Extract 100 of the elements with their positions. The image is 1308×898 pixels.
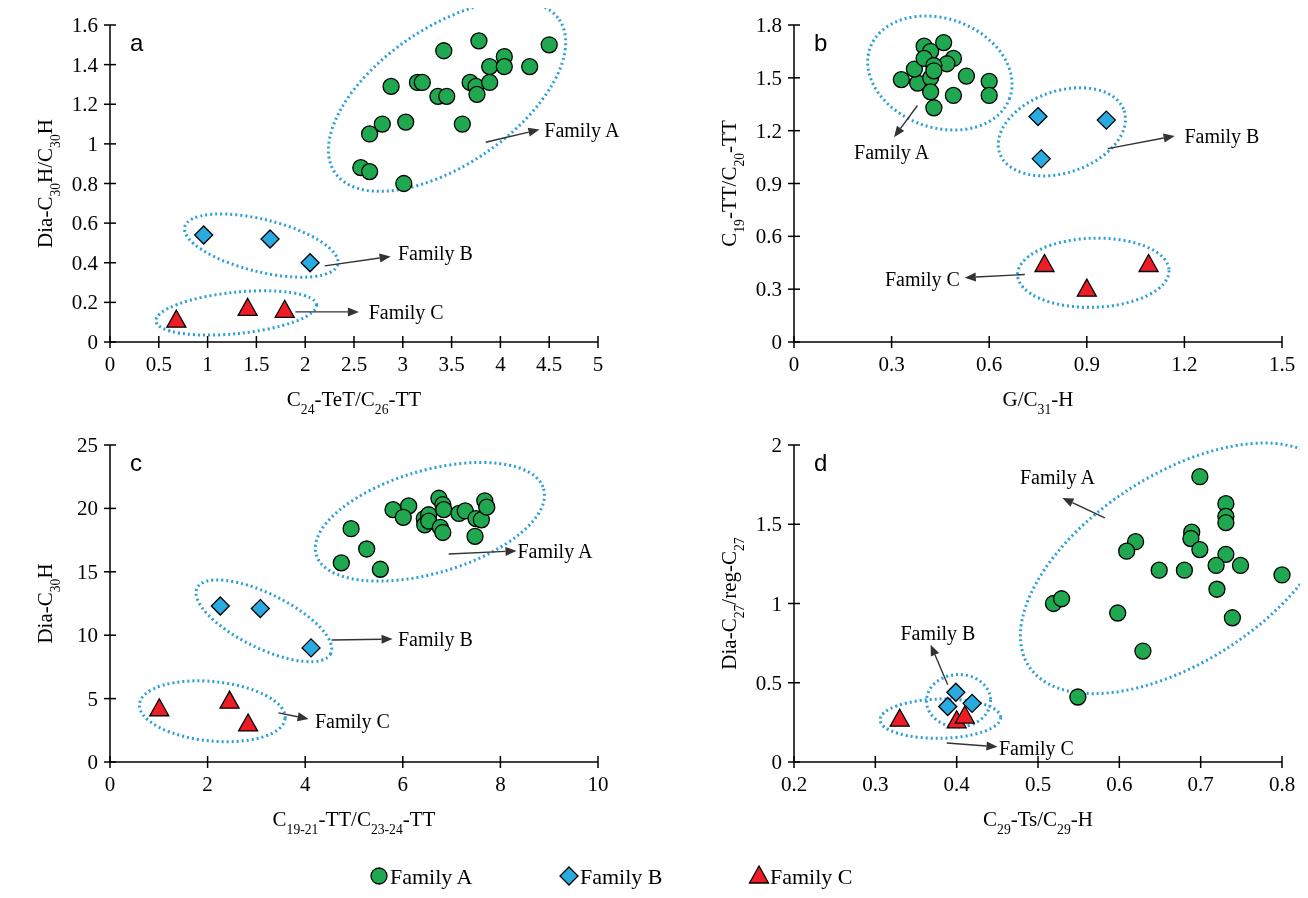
point — [954, 705, 975, 724]
point — [1109, 604, 1127, 622]
point — [1191, 540, 1209, 559]
point — [889, 708, 910, 727]
y-tick-label: 0.2 — [71, 290, 98, 315]
y-tick-label: 25 — [77, 433, 98, 457]
point — [495, 57, 513, 76]
x-tick-label: 4.5 — [536, 352, 563, 376]
series-label: Family A — [517, 539, 594, 563]
y-tick-label: 15 — [77, 559, 98, 584]
annotation: Family B — [1184, 124, 1260, 148]
x-tick-label: 4 — [495, 352, 507, 376]
x-tick-label: 1.2 — [1171, 352, 1198, 376]
point — [1028, 106, 1048, 127]
point — [360, 125, 379, 143]
x-axis-title: C$_{19-21}$-TT/C$_{23-24}$-TT — [272, 807, 436, 837]
point — [394, 508, 412, 526]
x-tick-label: 0 — [104, 352, 116, 376]
point — [371, 560, 389, 578]
y-tick-label: 1.5 — [755, 512, 782, 537]
x-tick-label: 0.8 — [1268, 772, 1296, 796]
legend-label: Family B — [580, 864, 663, 889]
y-tick-label: 0.3 — [755, 277, 782, 302]
point — [250, 598, 270, 619]
point — [210, 596, 230, 616]
x-tick-label: 0.6 — [976, 352, 1003, 376]
x-tick-label: 1.5 — [1268, 352, 1296, 376]
point — [194, 225, 214, 245]
y-tick-label: 0.9 — [755, 171, 782, 196]
y-tick-label: 0.6 — [755, 224, 782, 249]
point — [1031, 149, 1051, 169]
x-tick-label: 4 — [299, 772, 311, 796]
series-label: Family C — [998, 736, 1074, 760]
x-tick-label: 3 — [397, 352, 409, 376]
y-tick-label: 0.5 — [755, 670, 782, 695]
x-axis-title: C$_{29}$-Ts/C$_{29}$-H — [983, 807, 1093, 837]
point — [938, 696, 958, 717]
point — [892, 70, 911, 89]
legend-label: Family C — [770, 864, 853, 889]
point — [925, 62, 943, 80]
text: Family C — [368, 300, 444, 323]
text: Family A — [1020, 465, 1096, 489]
x-tick-label: 2.5 — [340, 352, 368, 376]
point — [1150, 561, 1168, 579]
point — [935, 33, 953, 52]
text: Family B — [397, 628, 473, 651]
x-tick-label: 2 — [202, 772, 213, 796]
point — [382, 77, 400, 96]
y-tick-label: 0.4 — [71, 250, 99, 275]
point — [481, 73, 499, 92]
point — [149, 698, 170, 717]
point — [466, 527, 484, 545]
x-tick-label: 0.4 — [943, 772, 971, 796]
point — [1182, 529, 1200, 548]
point — [274, 299, 295, 318]
point — [1231, 556, 1250, 575]
y-tick-label: 20 — [77, 496, 98, 521]
x-tick-label: 5 — [592, 352, 604, 376]
x-tick-label: 0 — [104, 772, 116, 796]
y-tick-label: 1.4 — [71, 52, 99, 77]
point — [397, 113, 415, 131]
point — [438, 87, 456, 105]
point — [435, 42, 453, 60]
point — [1223, 609, 1242, 627]
y-tick-label: 0 — [771, 750, 782, 774]
point — [540, 36, 558, 54]
y-tick-label: 5 — [87, 686, 98, 711]
point — [1191, 468, 1209, 486]
point — [1134, 642, 1152, 660]
annotation: Family C — [884, 267, 960, 291]
point — [219, 690, 240, 709]
chart-title: c — [130, 449, 142, 476]
point — [470, 32, 488, 50]
point — [373, 115, 391, 133]
point — [980, 86, 998, 105]
point — [1076, 278, 1097, 297]
text: Family B — [397, 242, 473, 265]
point — [260, 229, 280, 249]
point — [521, 57, 539, 76]
y-tick-label: 0.8 — [71, 171, 98, 196]
y-tick-label: 1 — [771, 591, 782, 616]
point — [957, 67, 976, 85]
y-tick-label: 1.8 — [755, 13, 782, 37]
point — [1138, 253, 1159, 273]
x-tick-label: 2 — [299, 352, 311, 376]
y-tick-label: 10 — [77, 623, 98, 648]
point — [301, 638, 321, 658]
y-tick-label: 1.5 — [755, 65, 782, 90]
x-tick-label: 1 — [202, 352, 213, 376]
point — [1273, 566, 1291, 584]
text: Family A — [544, 118, 620, 141]
x-tick-label: 6 — [397, 772, 409, 796]
y-tick-label: 0.6 — [71, 211, 98, 236]
x-axis-title: C$_{24}$-TeT/C$_{26}$-TT — [286, 387, 422, 417]
point — [905, 60, 924, 78]
chart-title: b — [814, 29, 828, 56]
y-tick-label: 1.2 — [71, 92, 98, 117]
point — [300, 253, 320, 273]
x-tick-label: 0.9 — [1073, 352, 1100, 376]
text: Family C — [314, 709, 390, 733]
